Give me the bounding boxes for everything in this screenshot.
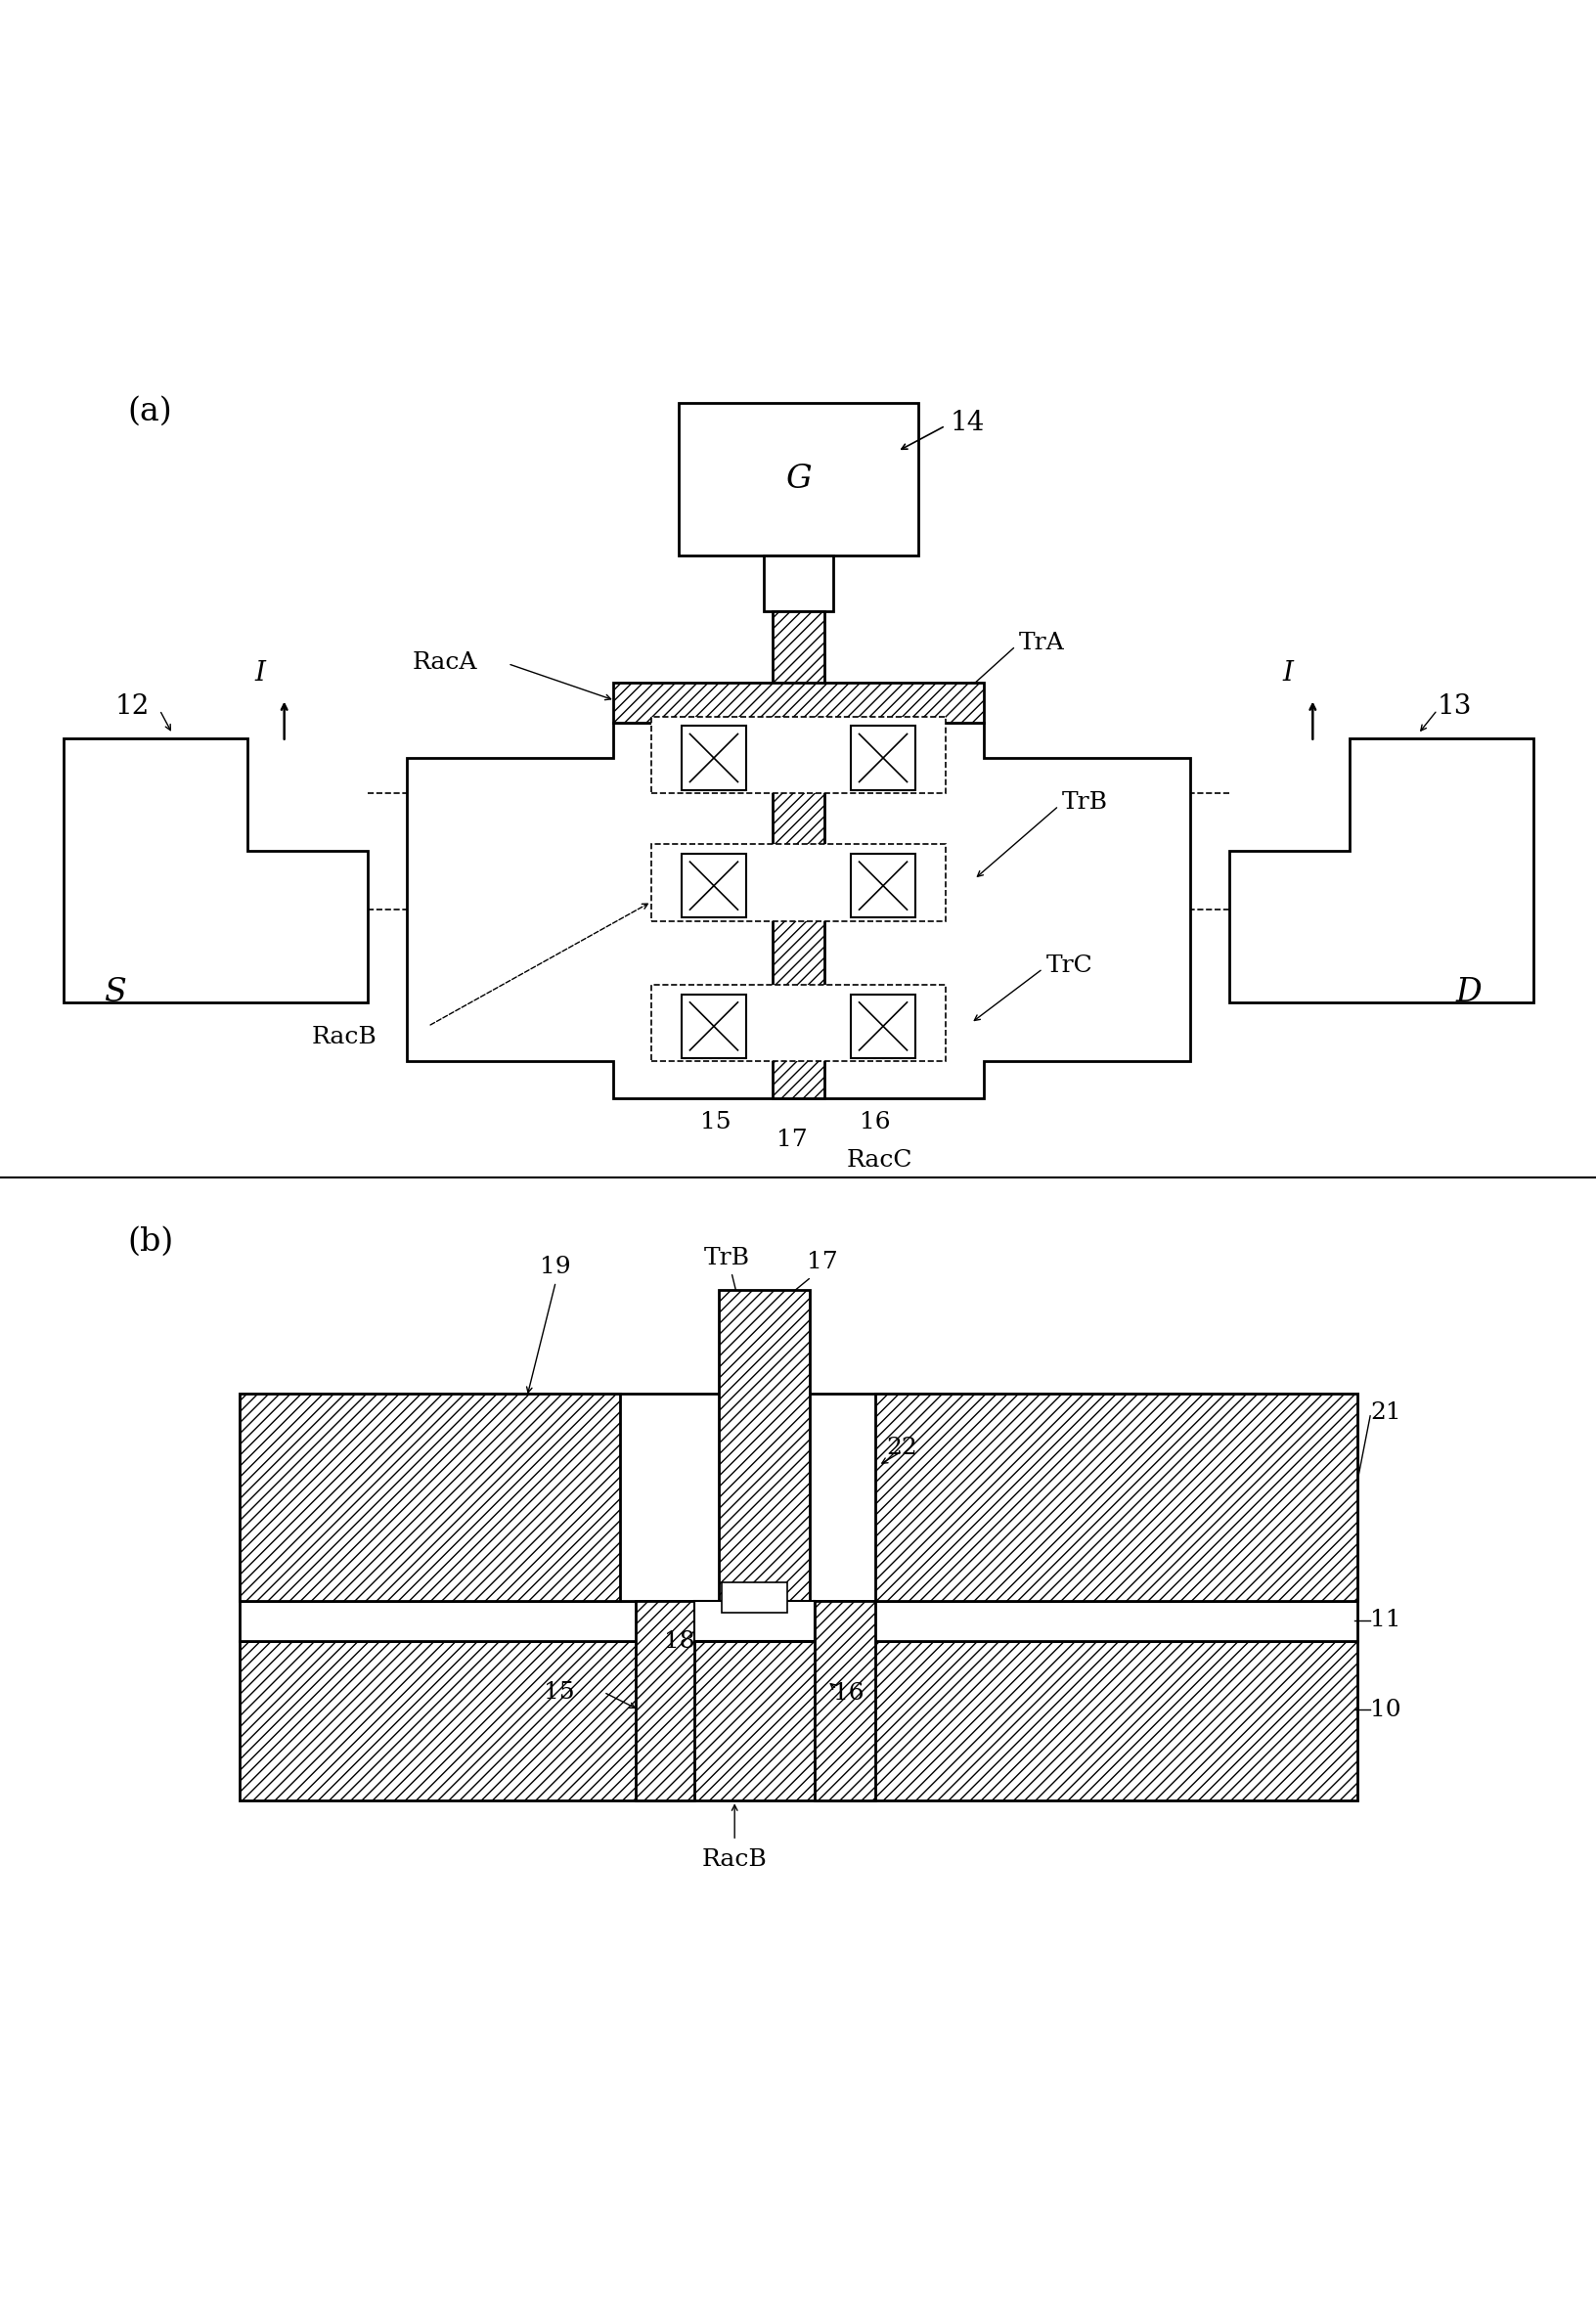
Text: TrA: TrA — [1018, 632, 1065, 653]
Polygon shape — [407, 722, 1189, 1099]
Bar — [763, 556, 833, 612]
Bar — [851, 854, 915, 919]
Bar — [772, 612, 824, 1099]
Bar — [239, 1394, 619, 1602]
Text: I: I — [1282, 660, 1293, 685]
Bar — [851, 995, 915, 1057]
Text: 16: 16 — [833, 1683, 863, 1706]
Text: 22: 22 — [886, 1436, 916, 1459]
Text: RacA: RacA — [412, 651, 477, 674]
Bar — [851, 727, 915, 789]
Bar — [681, 727, 745, 789]
Bar — [681, 854, 745, 919]
Bar — [681, 995, 745, 1057]
Text: 16: 16 — [859, 1110, 891, 1133]
Bar — [239, 1394, 1357, 1602]
Text: 17: 17 — [776, 1129, 808, 1152]
Bar — [721, 1581, 787, 1613]
Text: 17: 17 — [806, 1251, 836, 1274]
Bar — [651, 845, 945, 921]
Text: 13: 13 — [1436, 695, 1472, 720]
Bar — [239, 1602, 1357, 1641]
Bar — [694, 1602, 814, 1641]
Text: 15: 15 — [544, 1680, 575, 1703]
Text: (a): (a) — [128, 395, 172, 427]
Text: (b): (b) — [128, 1226, 174, 1258]
Bar — [718, 1290, 809, 1641]
Polygon shape — [1229, 739, 1532, 1002]
Bar — [651, 986, 945, 1062]
Text: RacB: RacB — [702, 1849, 766, 1872]
Text: 18: 18 — [664, 1629, 694, 1653]
Text: 15: 15 — [699, 1110, 731, 1133]
Bar — [678, 404, 918, 556]
Bar — [651, 715, 945, 794]
Text: 21: 21 — [1369, 1401, 1400, 1424]
Bar — [613, 683, 983, 722]
Text: RacC: RacC — [846, 1149, 911, 1172]
Text: TrC: TrC — [1045, 953, 1092, 976]
Bar — [635, 1602, 694, 1800]
Text: TrB: TrB — [704, 1246, 749, 1269]
Text: D: D — [1456, 976, 1481, 1009]
Bar — [239, 1641, 1357, 1800]
Bar — [875, 1394, 1357, 1602]
Text: 11: 11 — [1369, 1609, 1400, 1632]
Polygon shape — [64, 739, 367, 1002]
Text: G: G — [785, 464, 811, 494]
Text: 19: 19 — [539, 1256, 570, 1279]
Text: I: I — [254, 660, 265, 685]
Text: 10: 10 — [1369, 1699, 1400, 1722]
Text: RacB: RacB — [311, 1027, 377, 1048]
Text: 12: 12 — [115, 695, 150, 720]
Bar — [814, 1602, 875, 1800]
Text: S: S — [104, 976, 126, 1009]
Text: TrB: TrB — [1061, 792, 1108, 815]
Text: 14: 14 — [950, 409, 985, 436]
